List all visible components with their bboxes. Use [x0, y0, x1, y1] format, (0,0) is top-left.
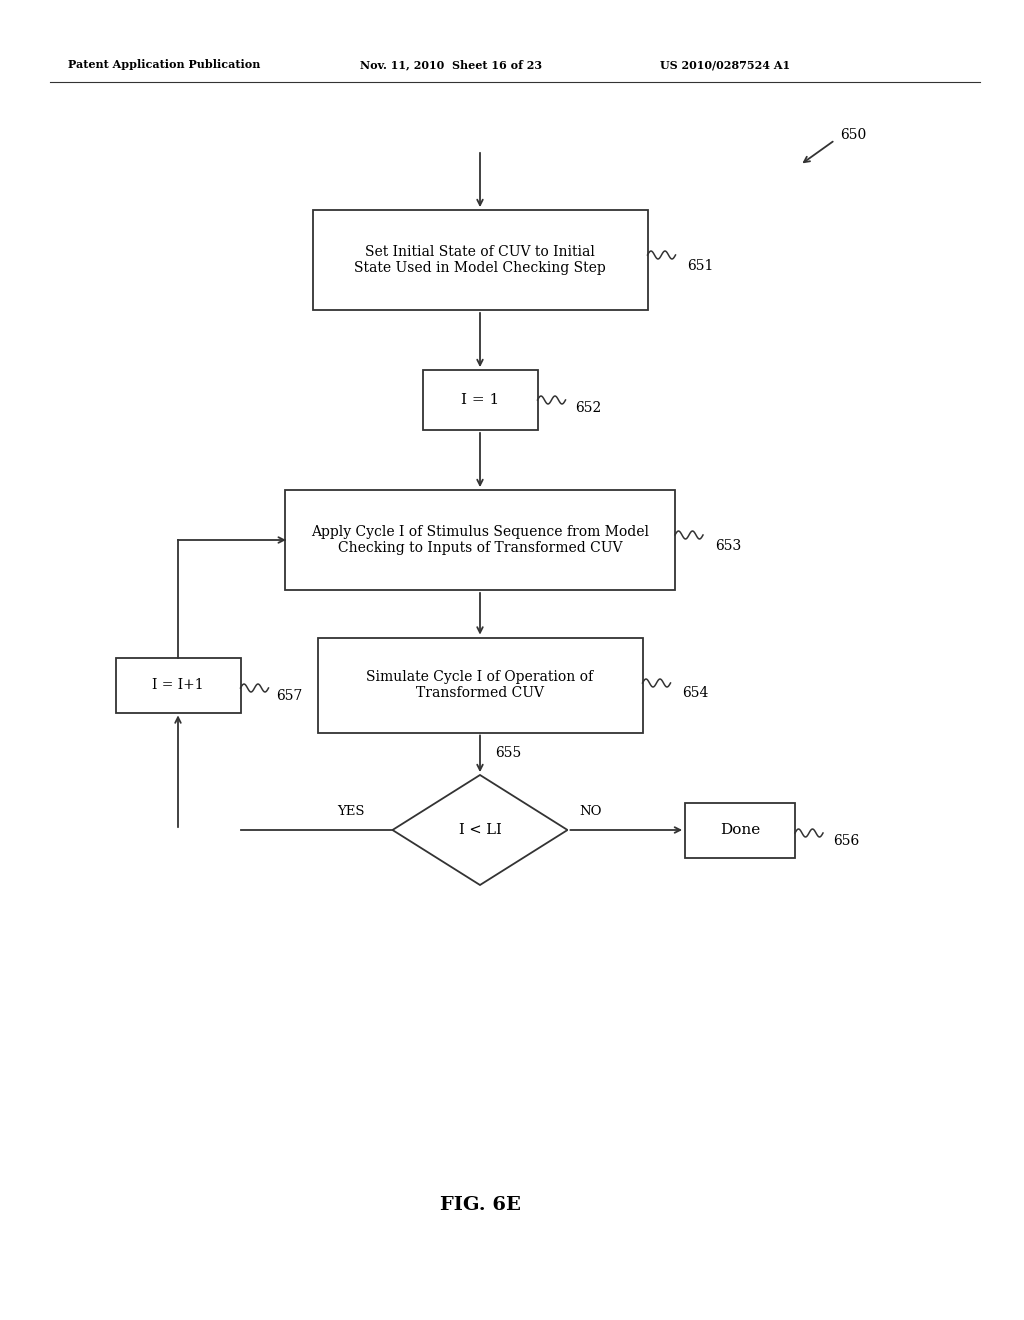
Bar	[312, 210, 647, 310]
Text: NO: NO	[580, 805, 602, 818]
Text: 652: 652	[575, 401, 602, 414]
Text: 657: 657	[276, 689, 303, 704]
Text: Set Initial State of CUV to Initial
State Used in Model Checking Step: Set Initial State of CUV to Initial Stat…	[354, 246, 606, 275]
Text: Patent Application Publication: Patent Application Publication	[68, 59, 260, 70]
Text: I < LI: I < LI	[459, 822, 502, 837]
Text: 651: 651	[687, 259, 714, 273]
Text: I = 1: I = 1	[461, 393, 499, 407]
Text: 653: 653	[715, 539, 741, 553]
Text: 656: 656	[833, 834, 859, 847]
Text: I = I+1: I = I+1	[153, 678, 204, 692]
Text: 655: 655	[495, 746, 521, 760]
Bar	[116, 657, 241, 713]
Text: Simulate Cycle I of Operation of
Transformed CUV: Simulate Cycle I of Operation of Transfo…	[367, 671, 594, 700]
Bar	[423, 370, 538, 430]
Bar	[317, 638, 642, 733]
Text: 654: 654	[683, 686, 709, 700]
Text: FIG. 6E: FIG. 6E	[439, 1196, 520, 1214]
Text: US 2010/0287524 A1: US 2010/0287524 A1	[660, 59, 791, 70]
Text: Nov. 11, 2010  Sheet 16 of 23: Nov. 11, 2010 Sheet 16 of 23	[360, 59, 542, 70]
Text: Apply Cycle I of Stimulus Sequence from Model
Checking to Inputs of Transformed : Apply Cycle I of Stimulus Sequence from …	[311, 525, 649, 556]
Bar	[685, 803, 795, 858]
Bar	[285, 490, 675, 590]
Text: YES: YES	[338, 805, 365, 818]
Text: 650: 650	[840, 128, 866, 143]
Polygon shape	[392, 775, 567, 884]
Text: Done: Done	[720, 822, 760, 837]
